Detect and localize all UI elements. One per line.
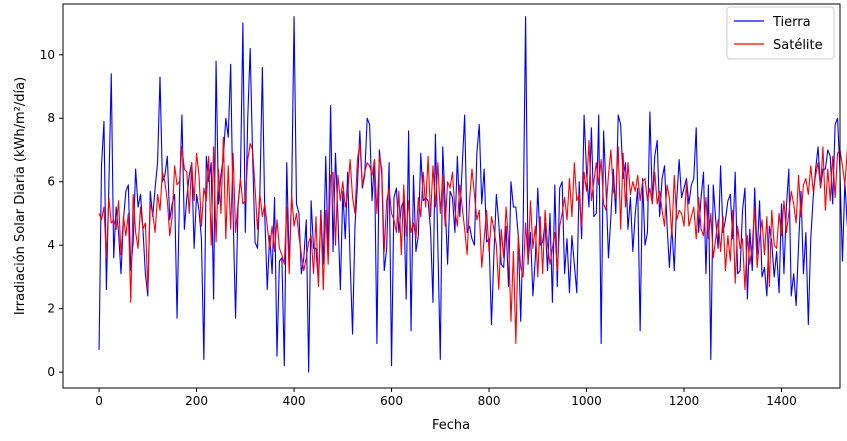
x-tick-label: 1200 [669, 394, 700, 408]
x-tick-label: 1000 [571, 394, 602, 408]
y-axis-label: Irradiación Solar Diaria (kWh/m²/día) [13, 77, 28, 315]
y-tick-label: 2 [47, 302, 55, 316]
x-tick-label: 200 [185, 394, 208, 408]
y-tick-label: 10 [40, 48, 55, 62]
x-tick-label: 400 [283, 394, 306, 408]
x-axis-label: Fecha [432, 418, 470, 433]
y-tick-label: 0 [47, 365, 55, 379]
y-axis: 0 2 4 6 8 10 [40, 48, 63, 379]
y-tick-label: 6 [47, 175, 55, 189]
x-axis: 0 200 400 600 800 1000 1200 1400 [95, 388, 797, 408]
y-tick-label: 8 [47, 111, 55, 125]
x-tick-label: 600 [380, 394, 403, 408]
x-tick-label: 1400 [766, 394, 797, 408]
y-tick-label: 4 [47, 238, 55, 252]
legend: Tierra Satélite [726, 6, 835, 60]
x-tick-label: 800 [478, 394, 501, 408]
plot-area-frame [62, 3, 841, 389]
legend-label-tierra: Tierra [772, 15, 811, 30]
x-tick-label: 0 [95, 394, 103, 408]
series-line-satelite [98, 136, 847, 345]
legend-box [726, 6, 835, 60]
legend-label-satelite: Satélite [773, 38, 823, 53]
